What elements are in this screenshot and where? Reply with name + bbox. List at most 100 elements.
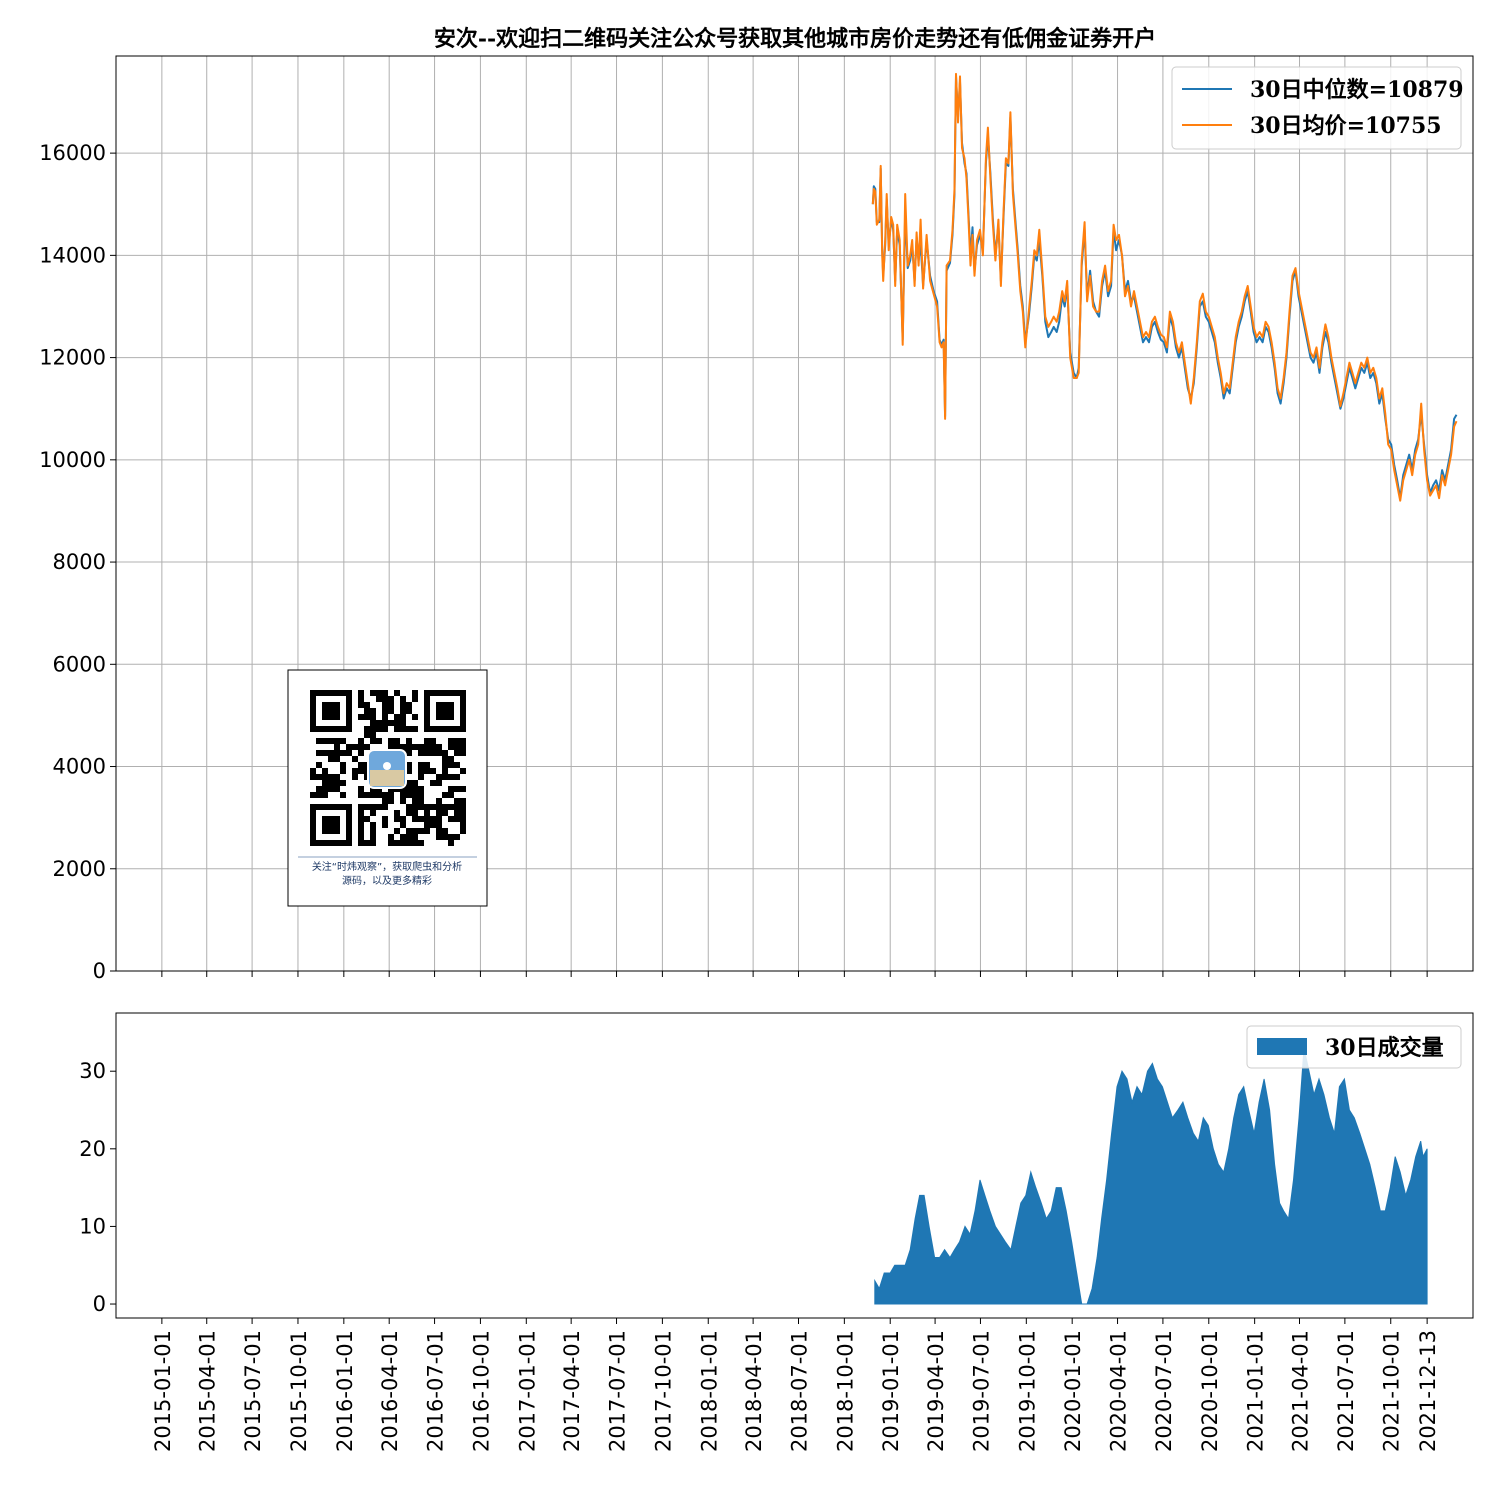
qr-module <box>322 780 328 786</box>
qr-avatar-person <box>383 762 391 770</box>
qr-module <box>412 828 418 834</box>
qr-module <box>370 828 376 834</box>
top-y-tick-label: 0 <box>93 959 106 983</box>
qr-module <box>364 708 370 714</box>
qr-module <box>370 720 376 726</box>
x-tick-label: 2021-10-01 <box>1380 1330 1404 1452</box>
qr-module <box>430 744 436 750</box>
qr-module <box>376 726 382 732</box>
qr-module <box>310 774 316 780</box>
qr-module <box>454 804 460 810</box>
x-tick-label: 2016-01-01 <box>333 1330 357 1452</box>
qr-module <box>370 732 376 738</box>
qr-module <box>442 804 448 810</box>
qr-module <box>406 726 412 732</box>
qr-module <box>376 690 382 696</box>
qr-module <box>316 792 322 798</box>
qr-module <box>394 828 400 834</box>
qr-module <box>412 792 418 798</box>
qr-module <box>436 798 442 804</box>
qr-module <box>412 804 418 810</box>
bottom-legend: 30日成交量 <box>1246 1025 1462 1069</box>
x-tick-label: 2019-01-01 <box>879 1330 903 1452</box>
x-tick-label: 2020-04-01 <box>1107 1330 1131 1452</box>
qr-module <box>364 840 370 846</box>
qr-code-panel: 关注“时炜观察”，获取爬虫和分析 源码，以及更多精彩 <box>287 669 488 907</box>
qr-module <box>400 786 406 792</box>
x-tick-label: 2017-01-01 <box>515 1330 539 1452</box>
qr-module <box>430 804 436 810</box>
qr-module <box>436 804 442 810</box>
qr-caption-line1: 关注“时炜观察”，获取爬虫和分析 <box>312 860 462 873</box>
qr-module <box>412 780 418 786</box>
qr-module <box>394 816 400 822</box>
top-plot-frame <box>115 55 1474 972</box>
qr-module <box>358 690 364 696</box>
qr-module <box>442 768 448 774</box>
qr-module <box>352 756 358 762</box>
qr-module <box>328 780 334 786</box>
qr-module <box>418 792 424 798</box>
qr-module <box>454 762 460 768</box>
bottom-plot-frame <box>115 1012 1474 1319</box>
qr-module <box>448 744 454 750</box>
qr-module <box>454 750 460 756</box>
x-tick-label: 2019-10-01 <box>1015 1330 1039 1452</box>
qr-module <box>406 828 412 834</box>
qr-module <box>334 756 340 762</box>
qr-module <box>352 768 358 774</box>
top-x-axis <box>161 971 1428 977</box>
qr-module <box>328 786 334 792</box>
qr-avatar-sand <box>370 770 404 786</box>
qr-module <box>388 840 394 846</box>
qr-module <box>424 768 430 774</box>
qr-module <box>424 744 430 750</box>
qr-module <box>364 792 370 798</box>
qr-module <box>406 768 412 774</box>
qr-module <box>376 696 382 702</box>
qr-module <box>406 804 412 810</box>
qr-module <box>424 816 430 822</box>
top-y-tick-label: 6000 <box>53 652 106 676</box>
qr-module <box>388 798 394 804</box>
qr-module <box>310 768 316 774</box>
x-tick-label: 2015-10-01 <box>287 1330 311 1452</box>
qr-module <box>460 738 466 744</box>
qr-module <box>418 804 424 810</box>
x-tick-label: 2021-01-01 <box>1244 1330 1268 1452</box>
qr-module <box>316 762 322 768</box>
qr-module <box>442 774 448 780</box>
bottom-y-tick-label: 0 <box>93 1292 106 1316</box>
x-tick-label: 2018-07-01 <box>787 1330 811 1452</box>
x-tick-label: 2015-07-01 <box>241 1330 265 1452</box>
x-tick-label: 2016-07-01 <box>424 1330 448 1452</box>
top-y-tick-label: 10000 <box>39 448 106 472</box>
qr-module <box>412 816 418 822</box>
x-tick-label: 2019-07-01 <box>969 1330 993 1452</box>
qr-module <box>424 762 430 768</box>
qr-module <box>412 690 418 696</box>
qr-finder-core <box>322 702 340 720</box>
qr-module <box>316 750 322 756</box>
bottom-series-layer <box>874 1047 1428 1305</box>
qr-module <box>436 834 442 840</box>
qr-module <box>370 786 376 792</box>
qr-module <box>460 816 466 822</box>
qr-module <box>382 702 388 708</box>
top-grid <box>116 56 1473 972</box>
qr-module <box>418 816 424 822</box>
qr-module <box>388 834 394 840</box>
qr-module <box>460 798 466 804</box>
qr-module <box>352 774 358 780</box>
qr-module <box>424 828 430 834</box>
qr-module <box>328 738 334 744</box>
qr-module <box>388 792 394 798</box>
qr-module <box>400 726 406 732</box>
qr-module <box>430 738 436 744</box>
qr-module <box>460 804 466 810</box>
qr-module <box>382 720 388 726</box>
qr-module <box>430 750 436 756</box>
x-tick-label: 2017-07-01 <box>606 1330 630 1452</box>
qr-module <box>370 840 376 846</box>
qr-module <box>442 792 448 798</box>
